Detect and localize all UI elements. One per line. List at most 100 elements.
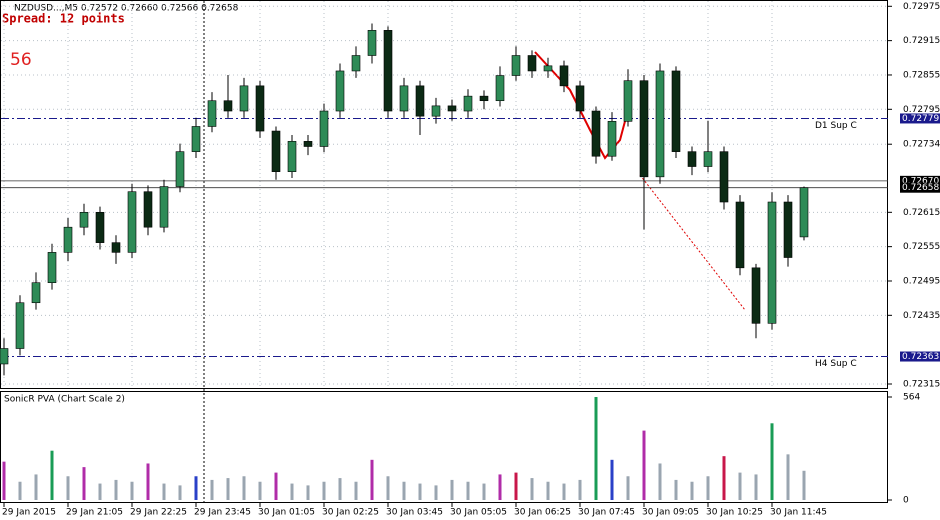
x-tick-label: 30 Jan 06:25 bbox=[514, 508, 571, 518]
candle-body bbox=[111, 242, 121, 253]
volume-bar bbox=[658, 463, 662, 500]
candle-body bbox=[95, 212, 105, 243]
y-tick-label: 0.72495 bbox=[903, 276, 940, 286]
candle-body bbox=[799, 187, 809, 238]
volume-bar bbox=[802, 470, 806, 500]
candle-body bbox=[495, 75, 505, 102]
volume-bar bbox=[210, 479, 214, 500]
candle-body bbox=[303, 141, 313, 147]
candle-body bbox=[623, 80, 633, 122]
candle-body bbox=[543, 65, 553, 72]
x-tick-label: 30 Jan 10:25 bbox=[706, 508, 763, 518]
volume-bar bbox=[738, 472, 742, 500]
candle-body bbox=[271, 130, 281, 172]
price-box bbox=[900, 182, 940, 193]
volume-bar bbox=[546, 481, 550, 500]
candle-body bbox=[751, 267, 761, 324]
candle-body bbox=[255, 85, 265, 132]
volume-bar bbox=[450, 479, 454, 500]
candle-body bbox=[127, 191, 137, 253]
candle-body bbox=[79, 212, 89, 228]
volume-bar bbox=[674, 479, 678, 500]
volume-bar bbox=[754, 474, 758, 500]
volume-bar bbox=[722, 456, 726, 500]
volume-bar bbox=[386, 476, 390, 500]
candle-body bbox=[511, 55, 521, 76]
volume-bar bbox=[402, 481, 406, 500]
level-name: H4 Sup C bbox=[815, 359, 857, 369]
y-tick-label: 0.72435 bbox=[903, 311, 940, 321]
volume-bar bbox=[482, 483, 486, 500]
candle-body bbox=[239, 85, 249, 112]
level-box bbox=[900, 351, 940, 362]
volume-bar bbox=[338, 478, 342, 500]
volume-bar bbox=[786, 454, 790, 500]
x-tick-label: 29 Jan 23:45 bbox=[194, 508, 251, 518]
candle-body bbox=[383, 30, 393, 112]
x-tick-label: 30 Jan 07:45 bbox=[578, 508, 635, 518]
candle-body bbox=[607, 121, 617, 157]
volume-bar bbox=[562, 483, 566, 500]
volume-bar bbox=[194, 476, 198, 500]
candle-body bbox=[175, 151, 185, 187]
x-tick-label: 30 Jan 11:45 bbox=[770, 508, 827, 518]
candle-body bbox=[639, 80, 649, 178]
volume-bar bbox=[594, 397, 598, 500]
volume-bar bbox=[66, 476, 70, 500]
volume-bar bbox=[354, 481, 358, 500]
candle-body bbox=[0, 348, 9, 365]
volume-bar bbox=[34, 474, 38, 500]
volume-bar bbox=[18, 481, 22, 500]
price-box bbox=[900, 175, 940, 186]
volume-bar bbox=[418, 483, 422, 500]
candle-body bbox=[479, 95, 489, 102]
spread: Spread: 12 points bbox=[2, 12, 125, 26]
candle-body bbox=[735, 201, 745, 269]
price-value: 0.72670 bbox=[902, 176, 939, 186]
volume-bar bbox=[434, 485, 438, 500]
candle-body bbox=[575, 85, 585, 112]
candle-body bbox=[367, 30, 377, 56]
volume-bar bbox=[514, 472, 518, 500]
v-tick-label: 564 bbox=[903, 393, 920, 403]
candle-body bbox=[671, 70, 681, 152]
candle-body bbox=[447, 105, 457, 112]
y-tick-label: 0.72915 bbox=[903, 36, 940, 46]
volume-bar bbox=[466, 481, 470, 500]
price-value: 0.72658 bbox=[902, 183, 939, 193]
level-value: 0.72779 bbox=[902, 114, 939, 124]
volume-bar bbox=[578, 479, 582, 500]
candle-body bbox=[31, 282, 41, 304]
volume-bar bbox=[626, 476, 630, 500]
volume-bar bbox=[370, 459, 374, 500]
level-name: D1 Sup C bbox=[815, 121, 857, 131]
counter: 56 bbox=[10, 50, 32, 70]
level-box bbox=[900, 113, 940, 124]
level-value: 0.72363 bbox=[902, 352, 939, 362]
x-tick-label: 30 Jan 05:05 bbox=[450, 508, 507, 518]
candle-body bbox=[399, 85, 409, 112]
y-tick-label: 0.72975 bbox=[903, 2, 940, 12]
volume-bar bbox=[2, 461, 6, 500]
volume-bar bbox=[306, 485, 310, 500]
annotation-line bbox=[639, 174, 746, 311]
candle-body bbox=[527, 55, 537, 72]
x-tick-label: 29 Jan 2015 bbox=[2, 508, 56, 518]
y-tick-label: 0.72855 bbox=[903, 70, 940, 80]
candle-body bbox=[63, 226, 73, 253]
header: NZDUSD...,M5 0.72572 0.72660 0.72566 0.7… bbox=[14, 4, 239, 14]
volume-bar bbox=[258, 481, 262, 500]
candle-body bbox=[143, 191, 153, 228]
volume-bar bbox=[530, 478, 534, 500]
candle-body bbox=[335, 70, 345, 112]
candle-body bbox=[351, 55, 361, 72]
candle-body bbox=[223, 100, 233, 112]
volume-bar bbox=[706, 476, 710, 500]
volume-bar bbox=[226, 478, 230, 500]
candle-body bbox=[703, 151, 713, 167]
volume-bar bbox=[610, 459, 614, 500]
volume-bar bbox=[498, 474, 502, 500]
volume-bar bbox=[82, 467, 86, 500]
candle-body bbox=[191, 126, 201, 152]
candle-body bbox=[159, 186, 169, 228]
